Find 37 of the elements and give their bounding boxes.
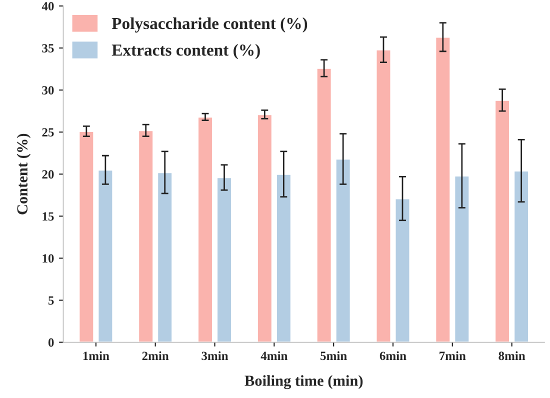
bar xyxy=(454,175,470,342)
bar xyxy=(197,116,214,342)
bar xyxy=(138,130,154,342)
bar xyxy=(334,158,352,342)
bar xyxy=(513,170,530,342)
y-tick-label: 20 xyxy=(42,170,54,179)
y-tick-label: 35 xyxy=(42,44,54,52)
y-tick-label: 10 xyxy=(42,254,54,263)
x-tick-label: 2min xyxy=(142,351,169,360)
bar xyxy=(434,36,452,342)
bar xyxy=(78,130,95,342)
bar xyxy=(276,173,292,342)
x-tick-label: 1min xyxy=(83,351,110,360)
bar xyxy=(256,114,273,342)
x-axis-title: Boiling time (min) xyxy=(244,375,363,390)
bar xyxy=(394,198,411,342)
bar xyxy=(316,67,332,342)
y-tick-label: 15 xyxy=(42,212,54,221)
x-tick-label: 6min xyxy=(380,351,406,360)
y-tick-label: 5 xyxy=(48,296,54,305)
x-tick-label: 4min xyxy=(260,351,288,360)
y-tick-label: 0 xyxy=(48,338,54,347)
y-tick-label: 40 xyxy=(42,2,54,10)
bar xyxy=(375,48,392,342)
x-tick-label: 8min xyxy=(498,351,526,360)
bar xyxy=(97,169,114,342)
bar xyxy=(156,172,173,342)
legend-label: Polysaccharide content (%) xyxy=(112,17,308,33)
y-axis-title: Content (%) xyxy=(16,134,31,214)
x-tick-label: 7min xyxy=(440,351,466,360)
x-tick-label: 5min xyxy=(320,351,347,360)
y-tick-label: 30 xyxy=(42,86,54,95)
x-tick-label: 3min xyxy=(202,351,228,360)
y-tick-label: 25 xyxy=(42,128,54,137)
bar xyxy=(216,176,232,342)
legend-label: Extracts content (%) xyxy=(112,44,260,60)
bar xyxy=(494,99,510,342)
